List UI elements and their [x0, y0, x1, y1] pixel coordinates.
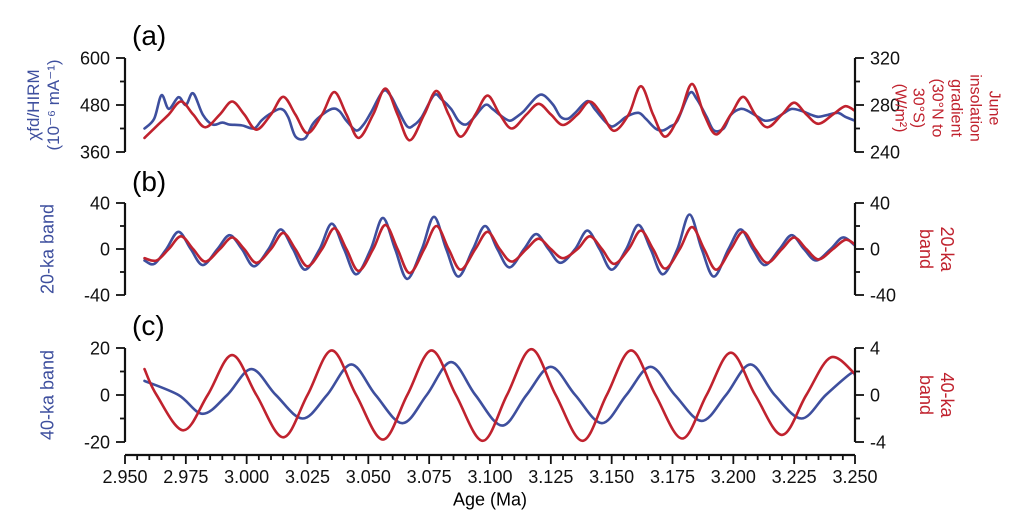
svg-text:3.150: 3.150	[589, 467, 634, 487]
svg-text:3.000: 3.000	[224, 467, 269, 487]
panel-a-left-axis-label: χfd/HIRM (10⁻⁶ mA⁻¹)	[23, 59, 63, 151]
svg-text:-4: -4	[870, 432, 886, 452]
svg-text:-20: -20	[84, 432, 110, 452]
svg-text:20: 20	[90, 338, 110, 358]
panel-a-right-axis-label: June insolation gradient (30°N to 30°S) …	[891, 74, 1003, 142]
svg-text:0: 0	[100, 239, 110, 259]
panel-b-left-axis-label: 20-ka band	[37, 203, 58, 295]
svg-text:2.975: 2.975	[163, 467, 208, 487]
svg-text:3.125: 3.125	[528, 467, 573, 487]
svg-text:280: 280	[870, 95, 900, 115]
svg-text:600: 600	[80, 48, 110, 68]
svg-text:320: 320	[870, 48, 900, 68]
x-axis-title: Age (Ma)	[452, 489, 528, 510]
panel-c-letter: (c)	[132, 310, 165, 341]
panel-b-right-axis-label: 20-ka band	[916, 226, 958, 272]
svg-text:3.025: 3.025	[285, 467, 330, 487]
svg-text:3.225: 3.225	[772, 467, 817, 487]
svg-text:2.950: 2.950	[102, 467, 147, 487]
svg-text:0: 0	[100, 385, 110, 405]
svg-text:-40: -40	[84, 285, 110, 305]
panel-c-right-axis-label: 40-ka band	[916, 372, 958, 418]
svg-text:3.050: 3.050	[346, 467, 391, 487]
svg-text:3.075: 3.075	[407, 467, 452, 487]
svg-text:0: 0	[870, 385, 880, 405]
svg-text:0: 0	[870, 239, 880, 259]
svg-text:3.175: 3.175	[650, 467, 695, 487]
svg-text:360: 360	[80, 142, 110, 162]
svg-text:240: 240	[870, 142, 900, 162]
panel-b-letter: (b)	[132, 166, 167, 197]
svg-text:3.200: 3.200	[711, 467, 756, 487]
svg-text:480: 480	[80, 95, 110, 115]
panel-a-letter: (a)	[132, 20, 167, 51]
svg-text:4: 4	[870, 338, 880, 358]
panel-c-left-axis-label: 40-ka band	[37, 349, 58, 441]
svg-text:40: 40	[870, 193, 890, 213]
svg-text:40: 40	[90, 193, 110, 213]
svg-text:3.250: 3.250	[832, 467, 877, 487]
svg-text:3.100: 3.100	[467, 467, 512, 487]
svg-text:-40: -40	[870, 285, 896, 305]
